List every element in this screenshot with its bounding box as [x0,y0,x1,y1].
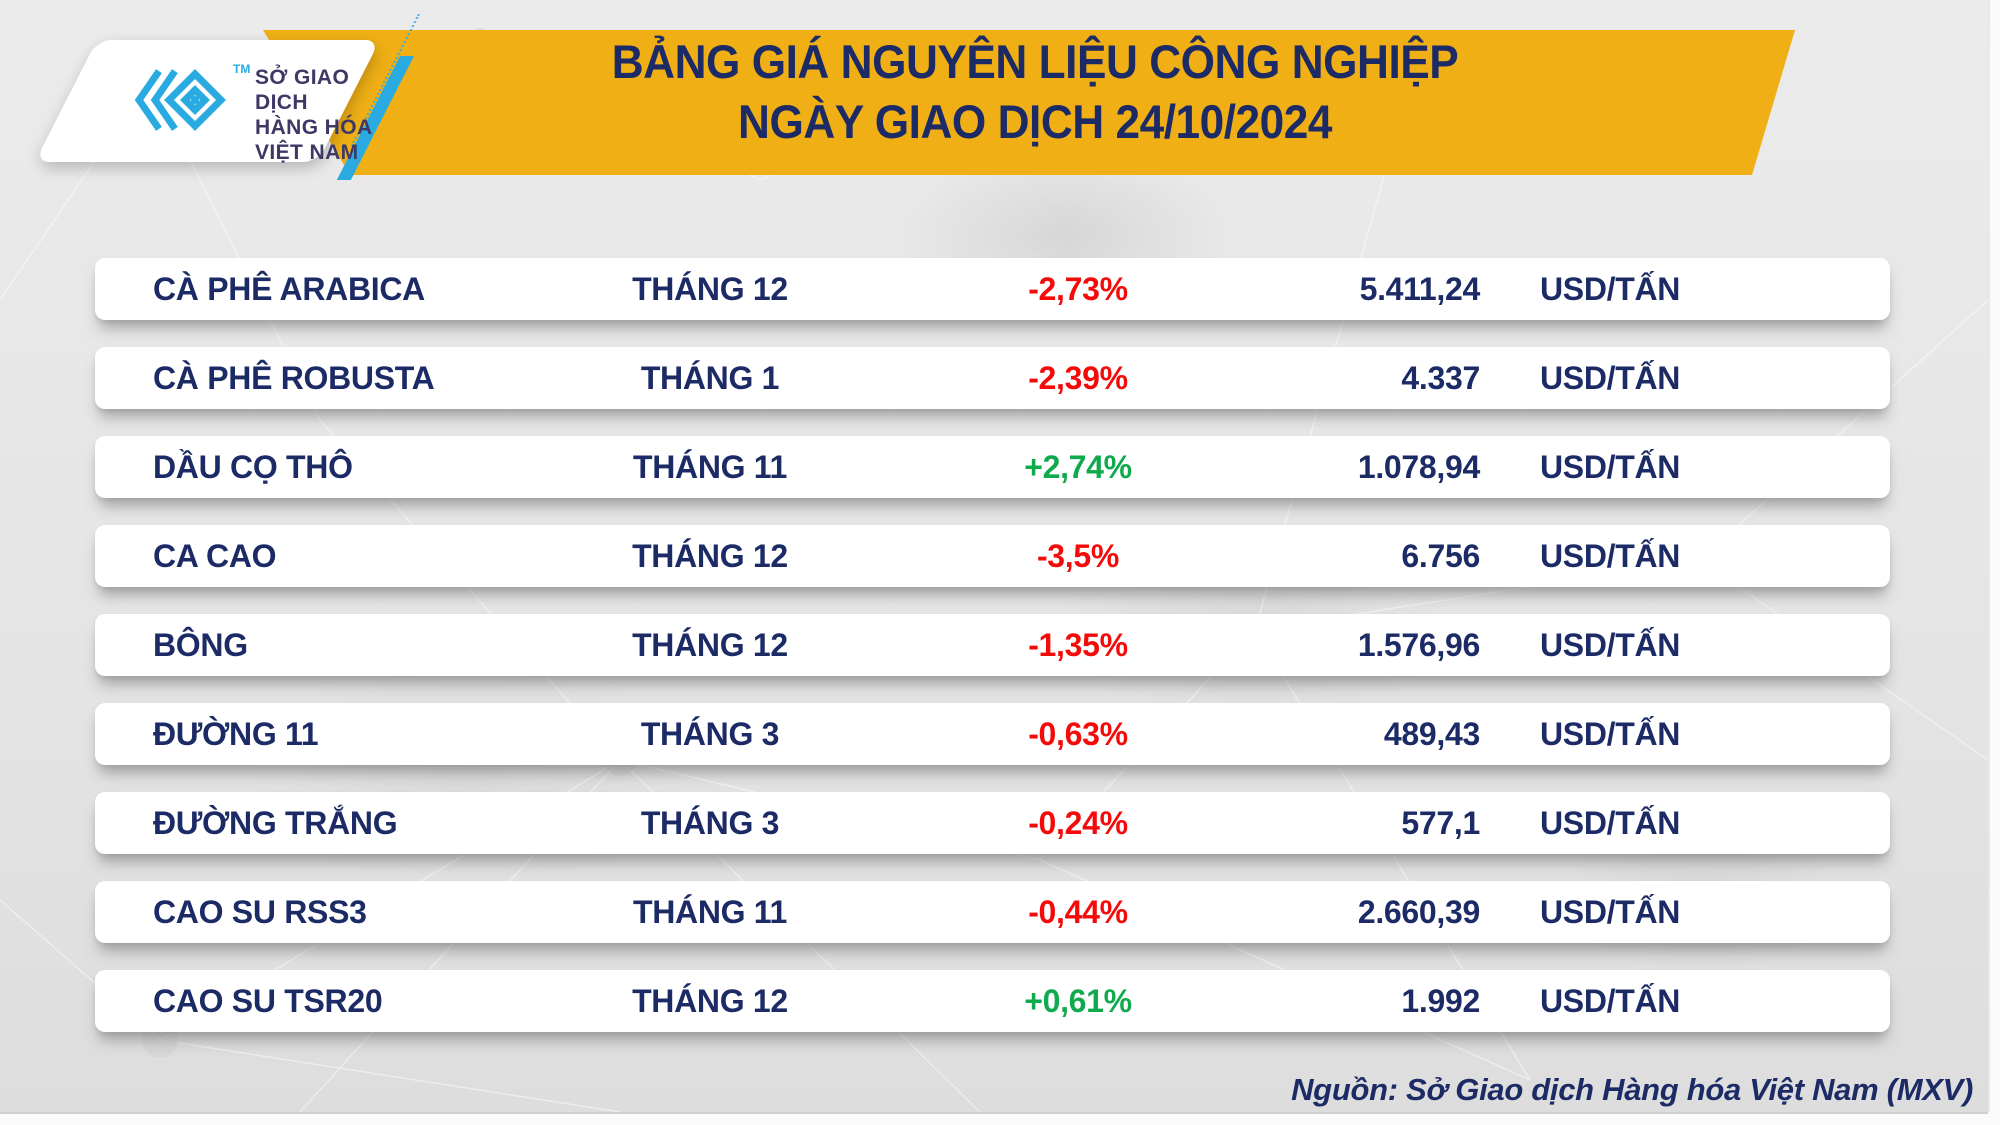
page-title: BẢNG GIÁ NGUYÊN LIỆU CÔNG NGHIỆP NGÀY GI… [325,32,1744,152]
logo-org-line1: SỞ GIAO DỊCH [255,66,350,114]
commodity-name: ĐƯỜNG 11 [153,715,319,752]
table-row: DẦU CỌ THÔ THÁNG 11 +2,74% 1.078,94 USD/… [95,436,1890,498]
percent-change: -0,24% [1028,804,1128,841]
percent-change: -2,73% [1028,270,1128,307]
table-row: CAO SU RSS3 THÁNG 11 -0,44% 2.660,39 USD… [95,881,1890,943]
commodity-name: CA CAO [153,537,277,574]
price-value: 1.992 [1401,982,1480,1019]
price-value: 4.337 [1401,359,1480,396]
mxv-logo-icon [134,69,226,131]
percent-change: -2,39% [1028,359,1128,396]
price-value: 1.576,96 [1357,626,1480,663]
page-title-line2: NGÀY GIAO DỊCH 24/10/2024 [738,95,1332,148]
table-row: BÔNG THÁNG 12 -1,35% 1.576,96 USD/TẤN [95,614,1890,676]
price-unit: USD/TẤN [1540,359,1681,396]
price-value: 1.078,94 [1357,448,1480,485]
contract-month: THÁNG 3 [640,804,780,841]
logo-org-name: SỞ GIAO DỊCH HÀNG HÓA VIỆT NAM [255,65,380,165]
table-row: CA CAO THÁNG 12 -3,5% 6.756 USD/TẤN [95,525,1890,587]
percent-change: +0,61% [1024,982,1132,1019]
price-value: 6.756 [1401,537,1480,574]
price-unit: USD/TẤN [1540,537,1681,574]
price-unit: USD/TẤN [1540,715,1681,752]
price-value: 2.660,39 [1357,893,1480,930]
percent-change: +2,74% [1024,448,1132,485]
table-row: CAO SU TSR20 THÁNG 12 +0,61% 1.992 USD/T… [95,970,1890,1032]
logo-org-line3: VIỆT NAM [255,141,359,164]
price-unit: USD/TẤN [1540,448,1681,485]
contract-month: THÁNG 11 [632,893,788,930]
price-unit: USD/TẤN [1540,893,1681,930]
contract-month: THÁNG 12 [632,537,788,574]
price-unit: USD/TẤN [1540,626,1681,663]
contract-month: THÁNG 1 [640,359,780,396]
price-unit: USD/TẤN [1540,270,1681,307]
contract-month: THÁNG 12 [632,626,788,663]
commodity-name: CÀ PHÊ ARABICA [153,270,425,307]
table-row: ĐƯỜNG TRẮNG THÁNG 3 -0,24% 577,1 USD/TẤN [95,792,1890,854]
percent-change: -3,5% [1036,537,1120,574]
price-unit: USD/TẤN [1540,982,1681,1019]
price-value: 5.411,24 [1359,270,1481,307]
title-banner: BẢNG GIÁ NGUYÊN LIỆU CÔNG NGHIỆP NGÀY GI… [263,30,1795,175]
trademark-label: TM [233,62,251,76]
percent-change: -1,35% [1028,626,1128,663]
percent-change: -0,44% [1028,893,1128,930]
price-unit: USD/TẤN [1540,804,1681,841]
contract-month: THÁNG 11 [632,448,788,485]
commodity-name: BÔNG [153,626,248,663]
price-value: 577,1 [1401,804,1480,841]
table-row: ĐƯỜNG 11 THÁNG 3 -0,63% 489,43 USD/TẤN [95,703,1890,765]
commodity-name: DẦU CỌ THÔ [153,448,353,485]
page-title-line1: BẢNG GIÁ NGUYÊN LIỆU CÔNG NGHIỆP [611,35,1459,88]
commodity-name: CAO SU RSS3 [153,893,367,930]
mxv-logo-plate: TM SỞ GIAO DỊCH HÀNG HÓA VIỆT NAM [34,40,381,165]
commodity-name: CÀ PHÊ ROBUSTA [153,359,435,396]
percent-change: -0,63% [1028,715,1128,752]
logo-org-line2: HÀNG HÓA [255,116,373,139]
table-row: CÀ PHÊ ARABICA THÁNG 12 -2,73% 5.411,24 … [95,258,1890,320]
table-row: CÀ PHÊ ROBUSTA THÁNG 1 -2,39% 4.337 USD/… [95,347,1890,409]
source-attribution: Nguồn: Sở Giao dịch Hàng hóa Việt Nam (M… [1291,1072,1973,1107]
contract-month: THÁNG 12 [632,982,788,1019]
contract-month: THÁNG 3 [640,715,780,752]
price-value: 489,43 [1383,715,1480,752]
contract-month: THÁNG 12 [632,270,788,307]
commodity-name: CAO SU TSR20 [153,982,383,1019]
commodity-name: ĐƯỜNG TRẮNG [153,804,398,841]
price-table: CÀ PHÊ ARABICA THÁNG 12 -2,73% 5.411,24 … [95,258,1890,1059]
